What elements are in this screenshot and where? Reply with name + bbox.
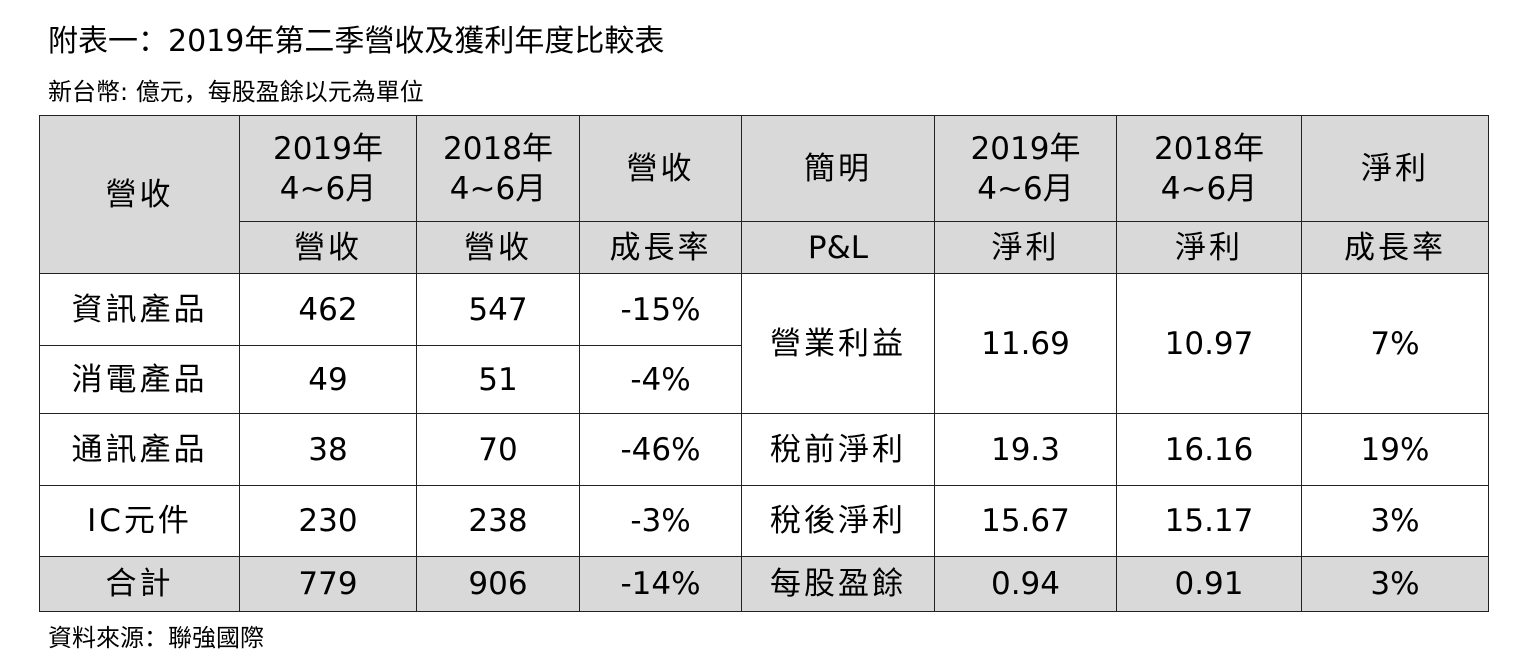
header-np-2019-year: 2019年 xyxy=(970,130,1081,167)
header-rev-2018: 2018年 4~6月 xyxy=(416,115,580,222)
header-pl-brief: 簡明 xyxy=(741,115,935,222)
revenue-total-label: 合計 xyxy=(39,556,240,612)
net-profit-2019-value: 15.67 xyxy=(934,485,1117,557)
eps-2019-value: 0.94 xyxy=(934,556,1117,612)
header-sub-np-2018: 淨利 xyxy=(1116,221,1302,274)
header-np-2018-year: 2018年 xyxy=(1154,130,1264,167)
unit-note: 新台幣: 億元，每股盈餘以元為單位 xyxy=(48,78,424,106)
table-row: 通訊產品 38 70 -46% 稅前淨利 19.3 16.16 19% xyxy=(39,413,1489,486)
eps-growth-value: 3% xyxy=(1301,556,1489,612)
pl-item: 稅前淨利 xyxy=(741,413,935,486)
net-profit-2018-value: 16.16 xyxy=(1116,413,1302,486)
revenue-2018-value: 238 xyxy=(416,485,580,557)
revenue-category: 消電產品 xyxy=(39,345,240,414)
header-np-growth-top: 淨利 xyxy=(1301,115,1489,222)
header-sub-pl: P&L xyxy=(741,221,935,274)
header-np-2018-months: 4~6月 xyxy=(1160,170,1258,207)
header-row-sub: 營收 營收 成長率 P&L 淨利 淨利 成長率 xyxy=(40,221,1489,274)
eps-2018-value: 0.91 xyxy=(1116,556,1302,612)
header-rev-2019-year: 2019年 xyxy=(273,130,383,167)
net-profit-2019-value: 19.3 xyxy=(934,413,1117,486)
revenue-total-2018: 906 xyxy=(416,556,580,612)
table-row: IC元件 230 238 -3% 稅後淨利 15.67 15.17 3% xyxy=(39,485,1489,557)
header-sub-np-2019: 淨利 xyxy=(934,221,1117,274)
header-np-2019-months: 4~6月 xyxy=(977,170,1074,207)
revenue-category: 資訊產品 xyxy=(39,273,240,346)
revenue-total-growth: -14% xyxy=(579,556,742,612)
header-rev-2018-year: 2018年 xyxy=(443,130,553,167)
page-title: 附表一：2019年第二季營收及獲利年度比較表 xyxy=(48,24,665,59)
header-sub-rev-2019: 營收 xyxy=(239,221,417,274)
revenue-total-2019: 779 xyxy=(239,556,417,612)
net-profit-2018-value: 15.17 xyxy=(1116,485,1302,557)
data-source-note: 資料來源：聯強國際 xyxy=(48,624,264,652)
revenue-growth-value: -46% xyxy=(579,413,742,486)
revenue-2019-value: 49 xyxy=(239,345,417,414)
pl-item: 稅後淨利 xyxy=(741,485,935,557)
revenue-2018-value: 547 xyxy=(416,273,580,346)
net-profit-growth-value: 7% xyxy=(1301,273,1489,414)
net-profit-2019-value: 11.69 xyxy=(934,273,1117,414)
table-row: 資訊產品 462 547 -15% 營業利益 11.69 10.97 7% xyxy=(39,273,1489,414)
revenue-growth-value: -4% xyxy=(579,345,742,414)
header-rev-2019: 2019年 4~6月 xyxy=(239,115,417,222)
revenue-growth-value: -3% xyxy=(579,485,742,557)
net-profit-2018-value: 10.97 xyxy=(1116,273,1302,414)
pl-item: 每股盈餘 xyxy=(741,556,935,612)
revenue-category: IC元件 xyxy=(39,485,240,557)
net-profit-growth-value: 3% xyxy=(1301,485,1489,557)
total-row: 合計 779 906 -14% 每股盈餘 0.94 0.91 3% xyxy=(39,556,1489,612)
header-np-2019: 2019年 4~6月 xyxy=(934,115,1117,222)
header-row-main: 營收 2019年 4~6月 2018年 4~6月 營收 簡明 2019年 4~6… xyxy=(39,115,1489,274)
header-rev-2018-months: 4~6月 xyxy=(449,170,547,207)
header-sub-np-growth: 成長率 xyxy=(1301,221,1489,274)
revenue-profit-table: 營收 2019年 4~6月 2018年 4~6月 營收 簡明 2019年 4~6… xyxy=(39,115,1489,612)
revenue-growth-value: -15% xyxy=(579,273,742,346)
header-rev-2019-months: 4~6月 xyxy=(279,170,377,207)
header-sub-rev-growth: 成長率 xyxy=(579,221,742,274)
header-rev-growth-top: 營收 xyxy=(579,115,742,222)
revenue-2019-value: 462 xyxy=(239,273,417,346)
header-revenue: 營收 xyxy=(39,115,240,274)
net-profit-growth-value: 19% xyxy=(1301,413,1489,486)
revenue-2019-value: 230 xyxy=(239,485,417,557)
pl-item: 營業利益 xyxy=(741,273,935,414)
revenue-2019-value: 38 xyxy=(239,413,417,486)
header-sub-rev-2018: 營收 xyxy=(416,221,580,274)
revenue-2018-value: 70 xyxy=(416,413,580,486)
header-np-2018: 2018年 4~6月 xyxy=(1116,115,1302,222)
revenue-2018-value: 51 xyxy=(416,345,580,414)
revenue-category: 通訊產品 xyxy=(39,413,240,486)
